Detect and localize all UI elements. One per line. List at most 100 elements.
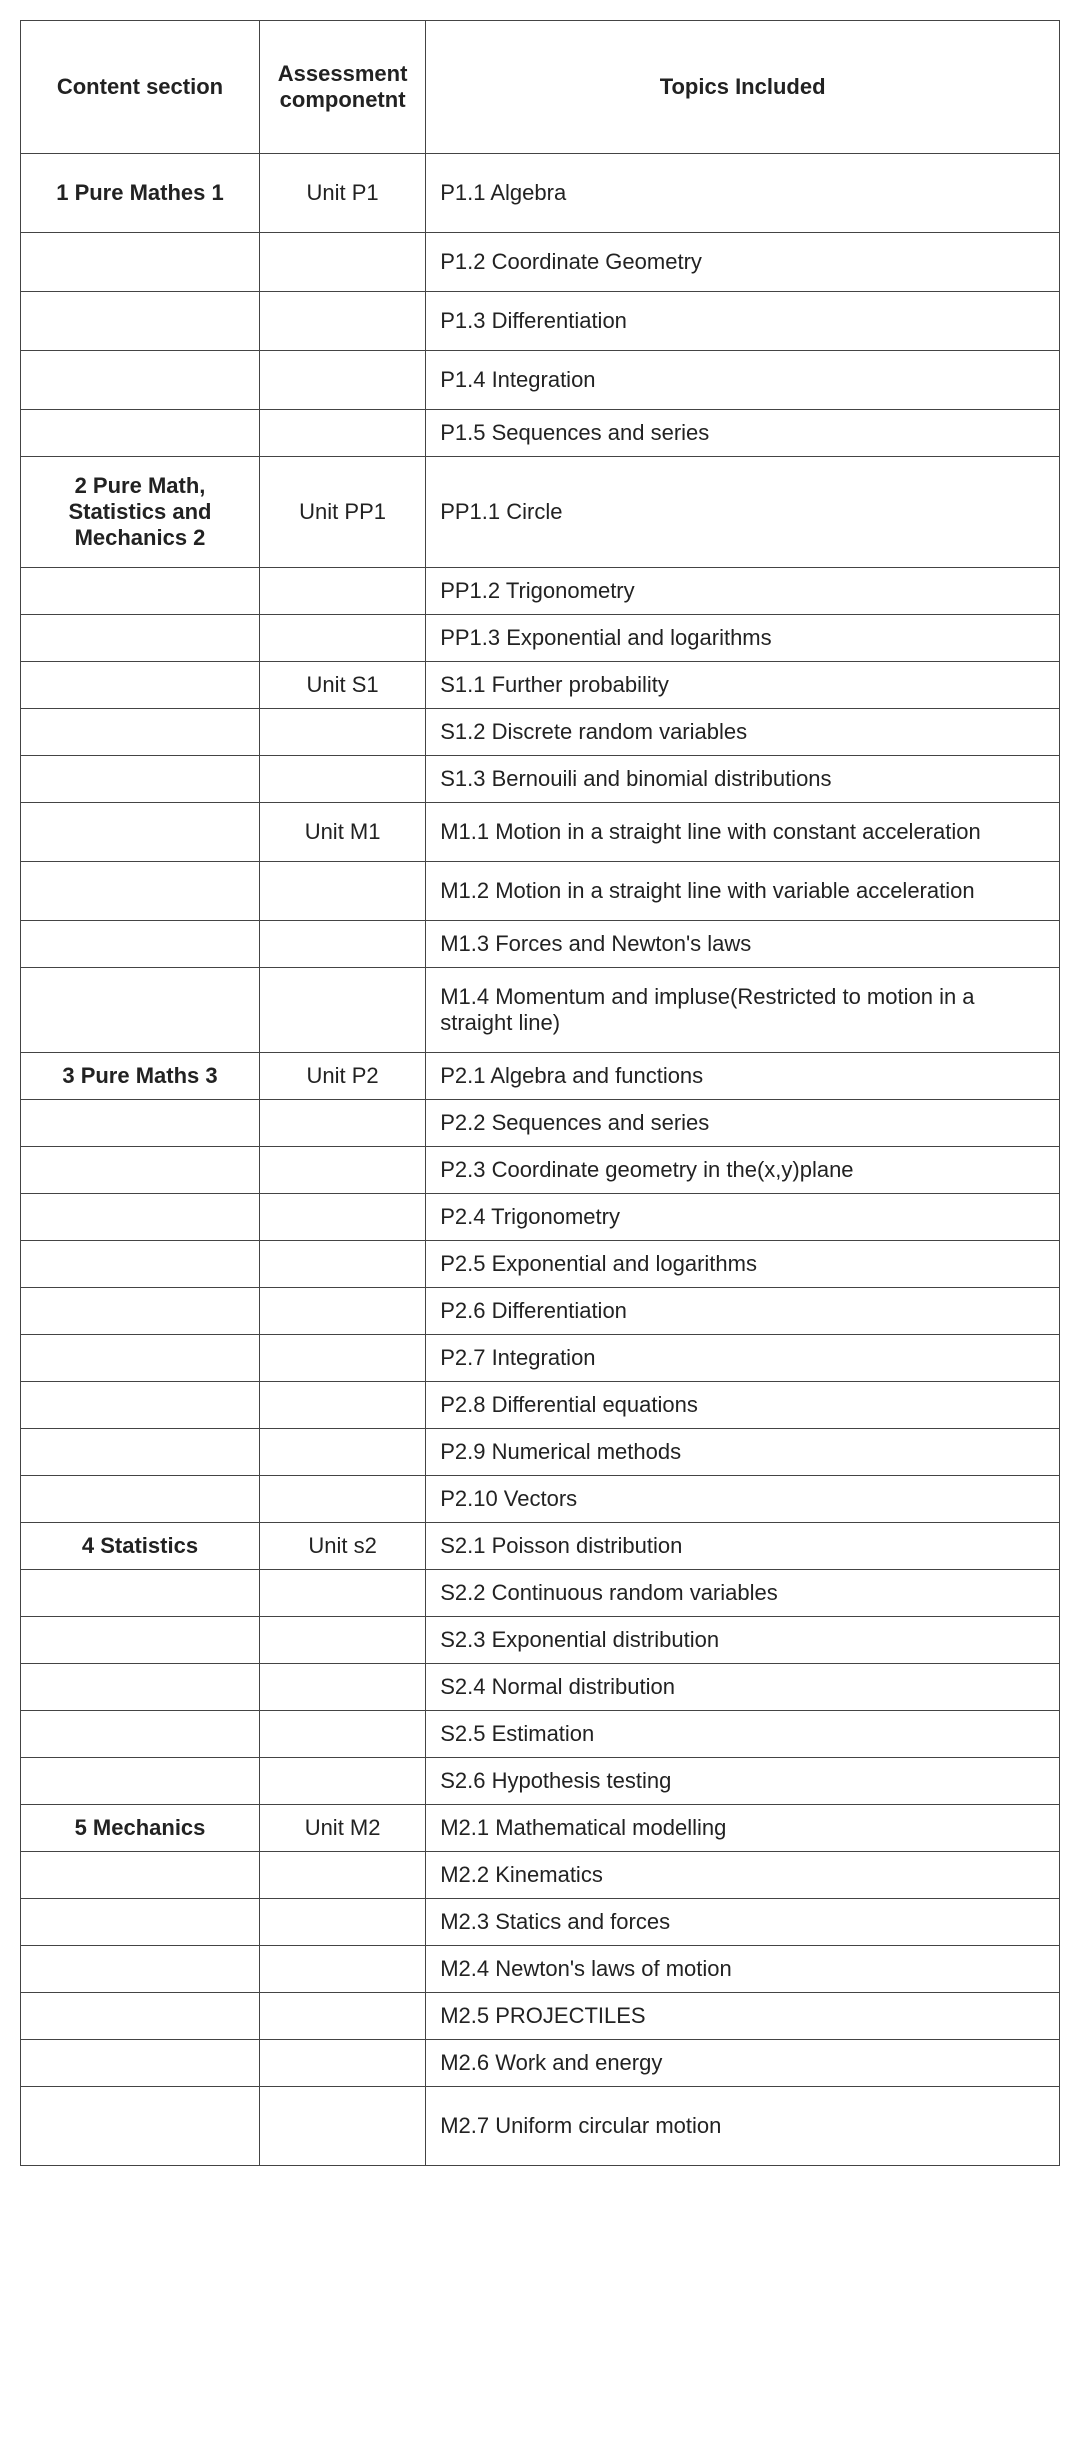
cell-assessment-component [259, 1993, 425, 2040]
cell-assessment-component: Unit P2 [259, 1053, 425, 1100]
table-row: 2 Pure Math, Statistics and Mechanics 2U… [21, 457, 1060, 568]
cell-assessment-component [259, 410, 425, 457]
table-row: M2.5 PROJECTILES [21, 1993, 1060, 2040]
cell-content-section [21, 1711, 260, 1758]
cell-assessment-component [259, 862, 425, 921]
cell-topic: P2.4 Trigonometry [426, 1194, 1060, 1241]
table-row: M2.6 Work and energy [21, 2040, 1060, 2087]
cell-content-section [21, 1852, 260, 1899]
cell-topic: P1.5 Sequences and series [426, 410, 1060, 457]
cell-topic: PP1.2 Trigonometry [426, 568, 1060, 615]
table-row: P1.5 Sequences and series [21, 410, 1060, 457]
table-row: Unit S1S1.1 Further probability [21, 662, 1060, 709]
cell-content-section [21, 968, 260, 1053]
cell-content-section [21, 756, 260, 803]
table-row: P2.7 Integration [21, 1335, 1060, 1382]
table-row: PP1.2 Trigonometry [21, 568, 1060, 615]
table-row: S2.5 Estimation [21, 1711, 1060, 1758]
table-row: S2.3 Exponential distribution [21, 1617, 1060, 1664]
cell-topic: P1.1 Algebra [426, 154, 1060, 233]
cell-assessment-component: Unit s2 [259, 1523, 425, 1570]
cell-assessment-component [259, 292, 425, 351]
cell-content-section [21, 1429, 260, 1476]
table-row: 3 Pure Maths 3Unit P2P2.1 Algebra and fu… [21, 1053, 1060, 1100]
cell-content-section [21, 1946, 260, 1993]
cell-content-section: 3 Pure Maths 3 [21, 1053, 260, 1100]
table-row: P2.2 Sequences and series [21, 1100, 1060, 1147]
cell-assessment-component [259, 2040, 425, 2087]
cell-content-section [21, 662, 260, 709]
cell-topic: M2.1 Mathematical modelling [426, 1805, 1060, 1852]
cell-content-section: 1 Pure Mathes 1 [21, 154, 260, 233]
cell-topic: M2.7 Uniform circular motion [426, 2087, 1060, 2166]
cell-content-section [21, 1382, 260, 1429]
cell-topic: P2.6 Differentiation [426, 1288, 1060, 1335]
cell-content-section [21, 1194, 260, 1241]
cell-topic: P2.8 Differential equations [426, 1382, 1060, 1429]
cell-content-section [21, 410, 260, 457]
cell-assessment-component: Unit M1 [259, 803, 425, 862]
cell-content-section [21, 1100, 260, 1147]
cell-topic: M2.5 PROJECTILES [426, 1993, 1060, 2040]
table-row: P2.4 Trigonometry [21, 1194, 1060, 1241]
cell-topic: M1.1 Motion in a straight line with cons… [426, 803, 1060, 862]
cell-content-section [21, 862, 260, 921]
cell-topic: S2.3 Exponential distribution [426, 1617, 1060, 1664]
cell-content-section [21, 1147, 260, 1194]
table-row: P2.9 Numerical methods [21, 1429, 1060, 1476]
cell-topic: S2.2 Continuous random variables [426, 1570, 1060, 1617]
cell-assessment-component [259, 1147, 425, 1194]
cell-assessment-component [259, 233, 425, 292]
cell-topic: P2.10 Vectors [426, 1476, 1060, 1523]
cell-assessment-component [259, 1476, 425, 1523]
cell-assessment-component [259, 1241, 425, 1288]
cell-assessment-component [259, 1288, 425, 1335]
cell-content-section [21, 351, 260, 410]
cell-topic: P2.1 Algebra and functions [426, 1053, 1060, 1100]
table-row: P2.5 Exponential and logarithms [21, 1241, 1060, 1288]
table-row: PP1.3 Exponential and logarithms [21, 615, 1060, 662]
header-assessment-component: Assessment componetnt [259, 21, 425, 154]
table-row: M1.3 Forces and Newton's laws [21, 921, 1060, 968]
cell-content-section [21, 568, 260, 615]
cell-content-section [21, 1570, 260, 1617]
table-row: S2.6 Hypothesis testing [21, 1758, 1060, 1805]
cell-topic: PP1.1 Circle [426, 457, 1060, 568]
cell-assessment-component [259, 1852, 425, 1899]
cell-assessment-component [259, 1194, 425, 1241]
cell-assessment-component: Unit S1 [259, 662, 425, 709]
cell-content-section [21, 1335, 260, 1382]
cell-topic: S2.4 Normal distribution [426, 1664, 1060, 1711]
cell-assessment-component [259, 968, 425, 1053]
table-row: 1 Pure Mathes 1Unit P1P1.1 Algebra [21, 154, 1060, 233]
cell-assessment-component [259, 1711, 425, 1758]
table-row: S1.2 Discrete random variables [21, 709, 1060, 756]
cell-topic: M2.3 Statics and forces [426, 1899, 1060, 1946]
table-row: M2.4 Newton's laws of motion [21, 1946, 1060, 1993]
cell-topic: P2.5 Exponential and logarithms [426, 1241, 1060, 1288]
cell-topic: S1.3 Bernouili and binomial distribution… [426, 756, 1060, 803]
cell-content-section [21, 1476, 260, 1523]
cell-topic: P1.4 Integration [426, 351, 1060, 410]
cell-topic: S2.5 Estimation [426, 1711, 1060, 1758]
cell-content-section: 4 Statistics [21, 1523, 260, 1570]
cell-topic: P2.2 Sequences and series [426, 1100, 1060, 1147]
table-row: P2.6 Differentiation [21, 1288, 1060, 1335]
cell-assessment-component [259, 1899, 425, 1946]
cell-content-section [21, 1899, 260, 1946]
table-row: P1.2 Coordinate Geometry [21, 233, 1060, 292]
cell-assessment-component [259, 1570, 425, 1617]
cell-assessment-component: Unit M2 [259, 1805, 425, 1852]
cell-topic: S1.1 Further probability [426, 662, 1060, 709]
cell-topic: M1.3 Forces and Newton's laws [426, 921, 1060, 968]
table-row: S2.4 Normal distribution [21, 1664, 1060, 1711]
cell-assessment-component [259, 1335, 425, 1382]
table-row: M1.4 Momentum and impluse(Restricted to … [21, 968, 1060, 1053]
cell-topic: S2.6 Hypothesis testing [426, 1758, 1060, 1805]
cell-content-section [21, 2087, 260, 2166]
table-row: S2.2 Continuous random variables [21, 1570, 1060, 1617]
table-row: P2.10 Vectors [21, 1476, 1060, 1523]
cell-content-section [21, 1758, 260, 1805]
cell-topic: P2.9 Numerical methods [426, 1429, 1060, 1476]
cell-assessment-component [259, 709, 425, 756]
